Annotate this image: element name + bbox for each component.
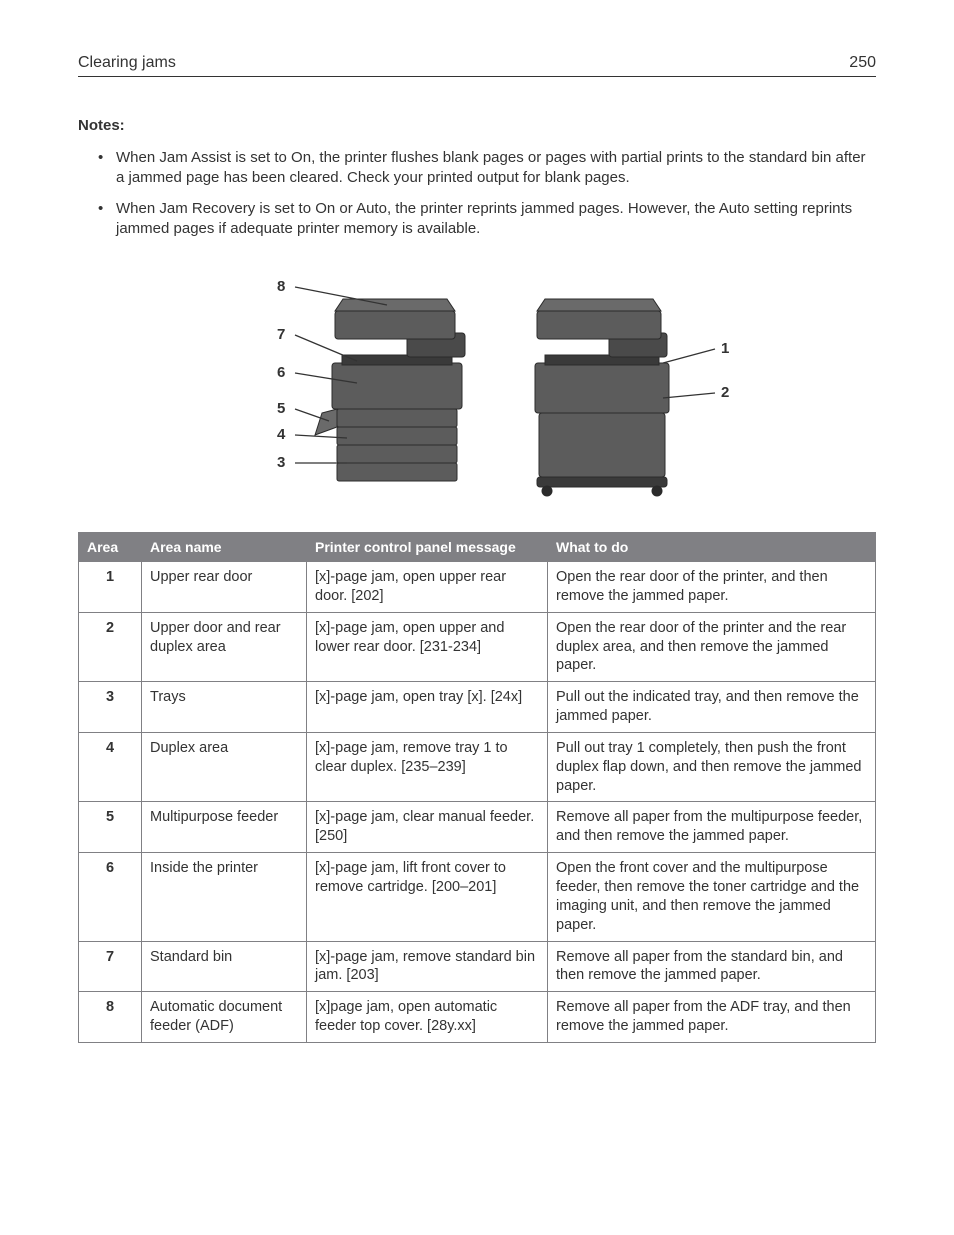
col-area: Area — [79, 533, 142, 562]
cell-todo: Remove all paper from the standard bin, … — [548, 941, 876, 992]
cell-name: Inside the printer — [142, 853, 307, 941]
cell-msg: [x]-page jam, clear manual feeder. [250] — [307, 802, 548, 853]
cell-todo: Open the rear door of the printer, and t… — [548, 562, 876, 613]
cell-name: Upper door and rear duplex area — [142, 612, 307, 682]
cell-area: 7 — [79, 941, 142, 992]
cell-todo: Remove all paper from the multipurpose f… — [548, 802, 876, 853]
cell-name: Upper rear door — [142, 562, 307, 613]
cell-name: Duplex area — [142, 732, 307, 802]
printer-diagram: 8 7 6 5 4 3 1 2 — [78, 263, 876, 508]
diagram-label-5: 5 — [277, 400, 285, 417]
cell-area: 8 — [79, 992, 142, 1043]
cell-todo: Open the front cover and the multipurpos… — [548, 853, 876, 941]
table-row: 4 Duplex area [x]-page jam, remove tray … — [79, 732, 876, 802]
section-title: Clearing jams — [78, 54, 176, 72]
cell-name: Trays — [142, 682, 307, 733]
notes-heading: Notes: — [78, 117, 876, 134]
cell-msg: [x]-page jam, remove tray 1 to clear dup… — [307, 732, 548, 802]
cell-msg: [x]-page jam, remove standard bin jam. [… — [307, 941, 548, 992]
table-row: 3 Trays [x]-page jam, open tray [x]. [24… — [79, 682, 876, 733]
note-item: When Jam Assist is set to On, the printe… — [116, 148, 876, 189]
document-page: Clearing jams 250 Notes: When Jam Assist… — [0, 0, 954, 1083]
cell-msg: [x]-page jam, open tray [x]. [24x] — [307, 682, 548, 733]
col-todo: What to do — [548, 533, 876, 562]
diagram-label-7: 7 — [277, 326, 285, 343]
diagram-label-4: 4 — [277, 426, 286, 443]
diagram-label-1: 1 — [721, 340, 729, 357]
page-number: 250 — [849, 54, 876, 72]
cell-area: 6 — [79, 853, 142, 941]
cell-area: 5 — [79, 802, 142, 853]
note-item: When Jam Recovery is set to On or Auto, … — [116, 199, 876, 240]
page-header: Clearing jams 250 — [78, 54, 876, 77]
diagram-label-6: 6 — [277, 364, 285, 381]
diagram-label-3: 3 — [277, 454, 285, 471]
cell-area: 2 — [79, 612, 142, 682]
cell-area: 3 — [79, 682, 142, 733]
cell-msg: [x]page jam, open automatic feeder top c… — [307, 992, 548, 1043]
cell-todo: Pull out the indicated tray, and then re… — [548, 682, 876, 733]
cell-todo: Remove all paper from the ADF tray, and … — [548, 992, 876, 1043]
cell-name: Standard bin — [142, 941, 307, 992]
table-header-row: Area Area name Printer control panel mes… — [79, 533, 876, 562]
table-row: 6 Inside the printer [x]-page jam, lift … — [79, 853, 876, 941]
cell-todo: Pull out tray 1 completely, then push th… — [548, 732, 876, 802]
jam-locations-table: Area Area name Printer control panel mes… — [78, 532, 876, 1043]
table-row: 5 Multipurpose feeder [x]-page jam, clea… — [79, 802, 876, 853]
notes-list: When Jam Assist is set to On, the printe… — [78, 148, 876, 239]
table-row: 2 Upper door and rear duplex area [x]-pa… — [79, 612, 876, 682]
cell-name: Automatic document feeder (ADF) — [142, 992, 307, 1043]
col-message: Printer control panel message — [307, 533, 548, 562]
cell-name: Multipurpose feeder — [142, 802, 307, 853]
cell-todo: Open the rear door of the printer and th… — [548, 612, 876, 682]
cell-msg: [x]-page jam, open upper and lower rear … — [307, 612, 548, 682]
table-row: 8 Automatic document feeder (ADF) [x]pag… — [79, 992, 876, 1043]
cell-area: 1 — [79, 562, 142, 613]
table-row: 7 Standard bin [x]-page jam, remove stan… — [79, 941, 876, 992]
diagram-label-8: 8 — [277, 278, 285, 295]
cell-msg: [x]-page jam, lift front cover to remove… — [307, 853, 548, 941]
cell-msg: [x]-page jam, open upper rear door. [202… — [307, 562, 548, 613]
cell-area: 4 — [79, 732, 142, 802]
diagram-label-2: 2 — [721, 384, 729, 401]
table-row: 1 Upper rear door [x]-page jam, open upp… — [79, 562, 876, 613]
col-area-name: Area name — [142, 533, 307, 562]
